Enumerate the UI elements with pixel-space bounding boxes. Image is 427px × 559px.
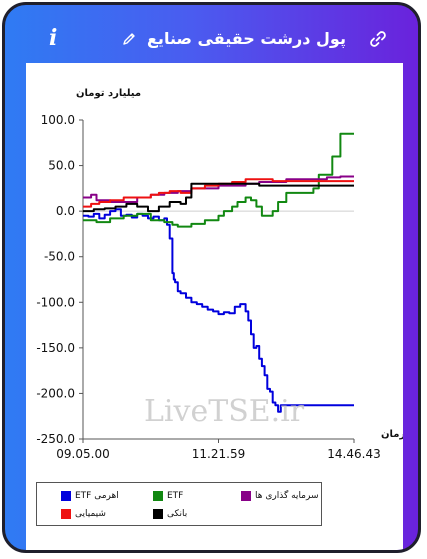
x-tick-label: 09.05.00	[56, 447, 109, 461]
legend-label: ETF	[167, 491, 184, 501]
series-line	[83, 132, 354, 228]
y-tick-label: -250.0	[36, 432, 75, 446]
link-icon[interactable]	[369, 30, 387, 52]
legend-swatch	[61, 491, 71, 501]
legend-label: بانکی	[167, 509, 188, 519]
legend-swatch	[153, 509, 163, 519]
y-tick-label: -50.0	[44, 250, 75, 264]
legend-label: شیمیایی	[75, 509, 106, 519]
chart-card: i پول درشت حقیقی صنایع 100.0 50.0 0.0 -50.0…	[2, 2, 421, 553]
legend-swatch	[241, 491, 251, 501]
y-tick-label: 100.0	[41, 113, 75, 127]
pencil-icon[interactable]	[122, 31, 136, 50]
page-title: پول درشت حقیقی صنایع	[147, 29, 346, 48]
x-axis-label: زمان	[381, 429, 403, 440]
x-tick-label: 11.21.59	[192, 447, 245, 461]
y-tick-label: 0.0	[56, 204, 75, 218]
series-line	[83, 208, 354, 413]
y-tick-label: -200.0	[36, 386, 75, 400]
legend-label: اهرمی ETF	[75, 491, 119, 501]
legend-label: سرمایه گذاری ها	[255, 491, 319, 501]
info-icon[interactable]: i	[49, 25, 58, 51]
y-axis-label: میلیارد تومان	[76, 88, 141, 99]
watermark: LiveTSE.ir	[144, 394, 305, 429]
y-tick-label: -100.0	[36, 295, 75, 309]
x-tick-label: 14.46.43	[327, 447, 380, 461]
chart-legend: اهرمی ETF ETF سرمایه گذاری ها شیمیایی بانکی	[36, 482, 322, 526]
chart-panel: 100.0 50.0 0.0 -50.0 -100.0 -150.0 -200.0 -250.…	[26, 63, 403, 550]
series-line	[83, 182, 354, 213]
legend-swatch	[61, 509, 71, 519]
legend-swatch	[153, 491, 163, 501]
line-chart: 100.0 50.0 0.0 -50.0 -100.0 -150.0 -200.0 -250.…	[36, 88, 403, 461]
card-header: i پول درشت حقیقی صنایع	[5, 5, 418, 57]
y-tick-label: 50.0	[48, 159, 75, 173]
y-tick-label: -150.0	[36, 341, 75, 355]
